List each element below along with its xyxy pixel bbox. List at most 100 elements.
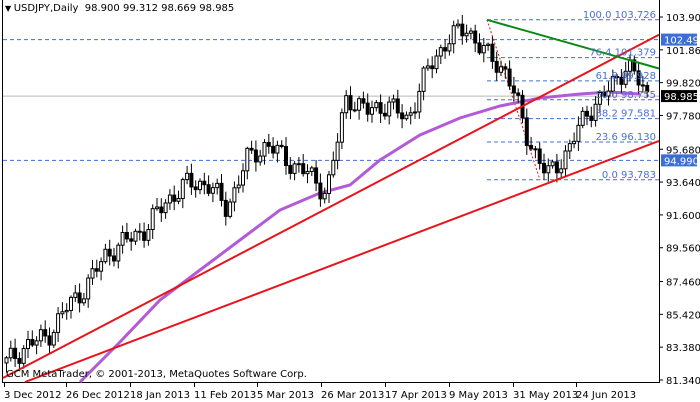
candle: [503, 66, 508, 70]
price-tick-label: 101.860: [666, 46, 700, 57]
price-tick-label: 95.680: [666, 145, 700, 156]
triangle-down-icon[interactable]: ▼: [5, 4, 14, 13]
moving-average: [78, 90, 641, 384]
candle: [610, 76, 615, 92]
time-axis[interactable]: 3 Dec 2012 26 Dec 2012 18 Jan 2013 11 Feb 2…: [4, 382, 636, 401]
price-tick-label: 97.780: [666, 111, 700, 122]
candle: [636, 70, 641, 86]
candle: [395, 98, 400, 114]
candle: [567, 143, 572, 152]
trendlines[interactable]: [2, 18, 660, 383]
candle: [150, 208, 155, 230]
candle: [378, 102, 383, 114]
candle: [623, 70, 628, 85]
resistance-trendline[interactable]: [486, 18, 660, 70]
candle: [494, 60, 499, 73]
candle: [155, 206, 159, 210]
candle: [275, 144, 280, 154]
candle: [56, 313, 61, 333]
candle: [597, 91, 602, 105]
candle: [266, 142, 271, 147]
candle: [133, 230, 138, 242]
fib-level-label: 61.8 99.928: [596, 71, 656, 82]
price-marker: [661, 33, 697, 46]
candle: [245, 147, 250, 172]
candle: [425, 65, 430, 69]
candle: [357, 98, 362, 111]
candle: [382, 112, 387, 117]
chart-title: ▼ USDJPY,Daily 98.900 99.312 98.669 98.9…: [5, 3, 234, 14]
candle: [116, 244, 121, 262]
candle: [434, 55, 439, 70]
candle: [404, 114, 409, 120]
candle: [576, 124, 581, 142]
candle: [253, 149, 258, 163]
candle: [232, 187, 237, 203]
price-tick-label: 103.900: [666, 13, 700, 24]
candle: [38, 329, 43, 342]
candle: [606, 90, 611, 97]
fib-level-label: 100.0 103.726: [583, 10, 656, 21]
candle: [550, 161, 555, 167]
lower-support-trendline[interactable]: [24, 139, 660, 383]
candle: [4, 357, 9, 364]
candle: [77, 292, 82, 304]
candle: [331, 159, 336, 176]
candle: [249, 147, 254, 151]
price-tick-label: 91.600: [666, 211, 700, 222]
candle: [86, 277, 91, 300]
candle: [107, 248, 112, 257]
candle: [602, 91, 607, 97]
candle: [262, 142, 267, 157]
ohlc-values: 98.900 99.312 98.669 98.985: [84, 3, 235, 14]
candle: [533, 148, 538, 151]
candle: [542, 162, 546, 174]
candle: [374, 102, 379, 109]
candle: [464, 32, 469, 37]
candle: [202, 180, 207, 186]
candle: [223, 199, 228, 217]
candle: [271, 145, 276, 154]
price-marker-label: 94.990: [664, 156, 699, 167]
candle: [537, 148, 542, 164]
candle: [559, 168, 564, 174]
candle: [628, 59, 632, 72]
time-tick-label: 5 Mar 2013: [257, 390, 314, 401]
price-tick-label: 89.560: [666, 244, 700, 255]
candle: [288, 164, 293, 174]
candle: [365, 102, 370, 115]
candle: [279, 144, 284, 147]
price-marker-label: 98.985: [664, 92, 699, 103]
candle: [645, 84, 650, 93]
candle: [51, 331, 56, 346]
candle: [546, 165, 551, 174]
candle: [322, 192, 327, 200]
candle: [26, 339, 30, 350]
candle: [632, 59, 637, 72]
candle: [507, 68, 512, 87]
candle: [8, 347, 13, 359]
candle: [490, 43, 495, 62]
candle: [258, 155, 263, 163]
candle: [417, 90, 422, 113]
candle: [391, 98, 396, 103]
candle: [524, 117, 529, 146]
candle: [408, 112, 413, 116]
candle: [481, 44, 486, 54]
candle: [99, 261, 104, 272]
candle: [296, 163, 301, 166]
candle: [180, 179, 185, 200]
candle: [511, 85, 516, 94]
candle: [21, 348, 26, 364]
candle: [215, 182, 220, 189]
candle: [284, 145, 288, 166]
price-axis[interactable]: 103.900 101.860 99.820 97.780 95.680 93.640 91…: [659, 13, 700, 387]
candle: [198, 180, 202, 191]
upper-support-trendline[interactable]: [2, 33, 660, 379]
candle: [137, 230, 142, 233]
time-tick-label: 26 Mar 2013: [321, 390, 384, 401]
time-tick-label: 17 Apr 2013: [385, 390, 447, 401]
price-tick-label: 83.380: [666, 343, 700, 354]
price-marker-label: 102.496: [664, 36, 700, 47]
